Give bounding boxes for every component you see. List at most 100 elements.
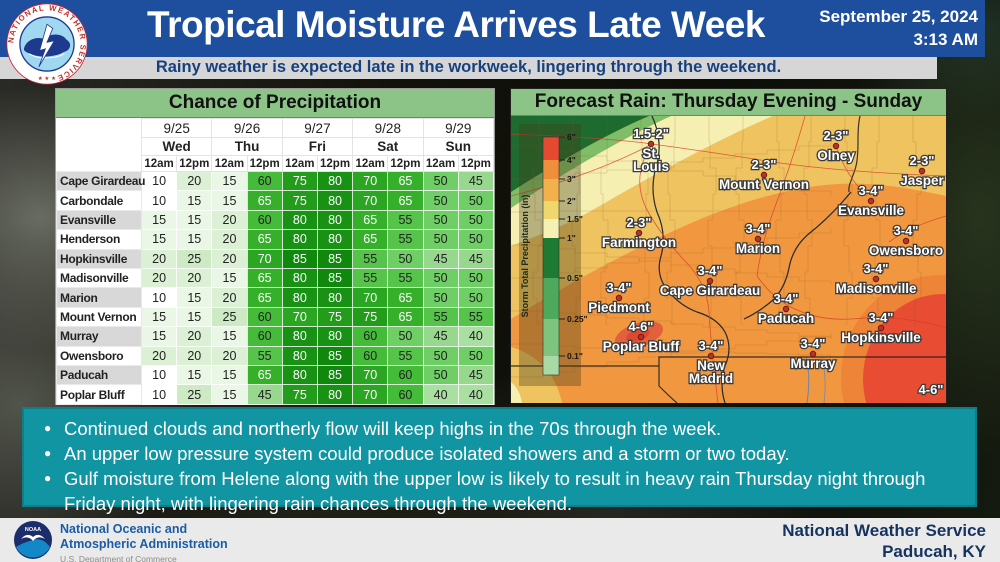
city-marker: 3-4" Murray (789, 335, 837, 373)
value-cell: 80 (316, 384, 354, 405)
value-cell: 75 (316, 306, 354, 328)
value-cell: 55 (387, 209, 424, 231)
value-cell: 55 (352, 268, 389, 289)
colorbar-segment (543, 219, 559, 238)
value-cell: 85 (316, 365, 354, 386)
value-cell: 60 (352, 326, 389, 347)
time-header: 12pm (387, 155, 424, 172)
table-row: Paducah 10 15 15 65 80 85 70 60 50 45 (56, 365, 495, 386)
value-cell: 85 (316, 268, 354, 289)
value-cell: 50 (422, 287, 459, 308)
header-bar (0, 0, 985, 57)
city-cell: Murray (56, 326, 142, 347)
office-line-1: National Weather Service (782, 521, 986, 540)
rain-amount-label: 3-4" (864, 261, 889, 276)
rain-amount-label: 2-3" (752, 157, 777, 172)
footer-bar (0, 518, 1000, 562)
city-marker: 3-4" Paducah (757, 290, 816, 328)
value-cell: 50 (422, 365, 459, 386)
rain-amount-label: 4-6" (919, 382, 944, 397)
value-cell: 55 (387, 345, 424, 367)
value-cell: 55 (246, 345, 283, 367)
colorbar-segment (543, 160, 559, 179)
date-header: 9/27 (281, 118, 354, 138)
value-cell: 20 (211, 345, 248, 367)
colorbar-segment (543, 137, 559, 160)
city-cell: Evansville (56, 209, 142, 231)
map-title: Forecast Rain: Thursday Evening - Sunday (511, 89, 946, 116)
rain-amount-label: 4-6" (629, 319, 654, 334)
colorbar-tick: 0.5" (567, 273, 583, 283)
city-name-label: Poplar Bluff (603, 339, 680, 354)
table-row: Madisonville 20 20 15 65 80 85 55 55 50 50 (56, 268, 495, 289)
value-cell: 75 (352, 306, 389, 328)
value-cell: 15 (211, 384, 248, 405)
city-name-label: New (697, 358, 725, 373)
bullet-marker: ● (44, 471, 52, 485)
table-row: Murray 15 20 15 60 80 80 60 50 45 40 (56, 326, 495, 347)
precip-table-title: Chance of Precipitation (56, 89, 494, 118)
city-dot (760, 171, 768, 179)
date-header: 9/25 (140, 118, 213, 138)
value-cell: 15 (176, 229, 213, 250)
colorbar-tick: 4" (567, 155, 576, 165)
value-cell: 10 (140, 190, 178, 211)
rain-map: 6" 4" 3" 2" 1.5" 1" 0.5" 0.25" 0.1" Storm Total P… (511, 116, 946, 403)
value-cell: 15 (176, 306, 213, 328)
value-cell: 65 (387, 170, 424, 192)
city-cell: Hopkinsville (56, 248, 142, 270)
value-cell: 65 (387, 287, 424, 308)
table-row: Henderson 15 15 20 65 80 80 65 55 50 50 (56, 229, 495, 250)
value-cell: 70 (352, 384, 389, 405)
time-header: 12am (140, 155, 178, 172)
colorbar-tick: 1.5" (567, 214, 583, 224)
value-cell: 55 (422, 306, 459, 328)
value-cell: 60 (246, 209, 283, 231)
table-row: Evansville 15 15 20 60 80 80 65 55 50 50 (56, 209, 495, 231)
value-cell: 80 (316, 287, 354, 308)
bullet-marker: ● (44, 421, 52, 435)
value-cell: 50 (457, 345, 495, 367)
value-cell: 15 (211, 365, 248, 386)
colorbar-segment (543, 201, 559, 219)
table-corner (56, 118, 142, 172)
city-dot (867, 197, 875, 205)
city-name-label: Madisonville (835, 281, 917, 296)
office-block: National Weather Service Paducah, KY (782, 520, 986, 562)
city-marker: 3-4" Marion (735, 220, 782, 258)
time-header: 12am (422, 155, 459, 172)
colorbar-tick: 3" (567, 174, 576, 184)
highways (511, 116, 946, 403)
time-header: 12pm (457, 155, 495, 172)
value-cell: 65 (246, 190, 283, 211)
value-cell: 20 (211, 248, 248, 270)
value-cell: 65 (246, 229, 283, 250)
value-cell: 75 (281, 170, 318, 192)
value-cell: 50 (422, 190, 459, 211)
agency-line-1: National Oceanic and (60, 522, 188, 536)
value-cell: 20 (140, 248, 178, 270)
city-dot (635, 229, 643, 237)
value-cell: 75 (281, 384, 318, 405)
value-cell: 10 (140, 170, 178, 192)
value-cell: 70 (246, 248, 283, 270)
rain-amount-label: 3-4" (801, 336, 826, 351)
city-dot (832, 142, 840, 150)
city-dot (918, 167, 926, 175)
value-cell: 15 (140, 326, 178, 347)
value-cell: 15 (140, 229, 178, 250)
value-cell: 15 (211, 170, 248, 192)
city-dot (809, 350, 817, 358)
value-cell: 20 (176, 170, 213, 192)
city-name-label: Madrid (689, 371, 733, 386)
rain-amount-label: 3-4" (698, 263, 723, 278)
bullet-item: ● Gulf moisture from Helene along with th… (44, 468, 926, 514)
city-cell: Poplar Bluff (56, 384, 142, 405)
table-row: Owensboro 20 20 20 55 80 85 60 55 50 50 (56, 345, 495, 367)
value-cell: 80 (281, 209, 318, 231)
bullet-marker: ● (44, 446, 52, 460)
table-row: Poplar Bluff 10 25 15 45 75 80 70 60 40 40 (56, 384, 495, 405)
city-name-label: Mount Vernon (719, 177, 809, 192)
state-borders (511, 116, 946, 403)
time-header: 12pm (316, 155, 354, 172)
